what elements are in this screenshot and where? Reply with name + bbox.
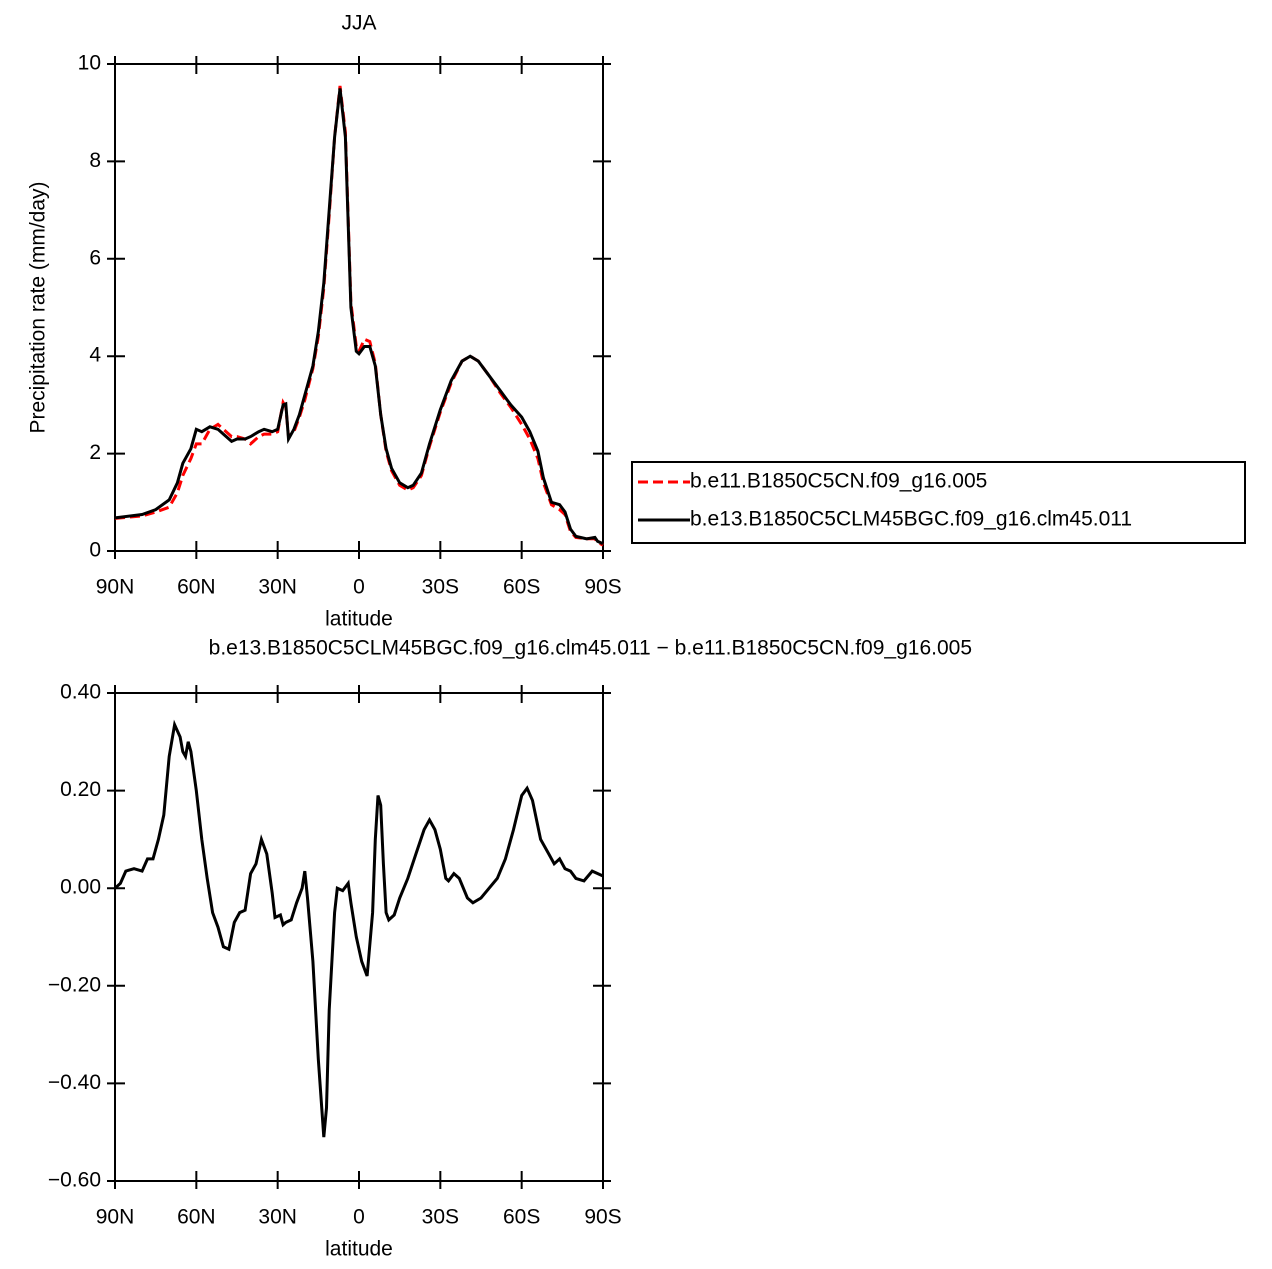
y-tick-label: 6 bbox=[89, 246, 101, 269]
y-tick-label: 0.40 bbox=[60, 681, 101, 704]
x-tick-label: 30N bbox=[258, 1206, 297, 1229]
y-tick-label: 4 bbox=[89, 344, 101, 367]
y-axis-label: Precipitation rate (mm/day) bbox=[27, 181, 50, 433]
data-line bbox=[114, 88, 604, 546]
plot-frame bbox=[114, 692, 604, 1182]
y-tick-label: 0 bbox=[89, 539, 101, 562]
x-tick-label: 0 bbox=[353, 576, 365, 599]
x-tick-label: 90S bbox=[584, 1206, 621, 1229]
x-tick-label: 60S bbox=[503, 576, 540, 599]
x-axis-label: latitude bbox=[325, 608, 393, 631]
data-line bbox=[114, 85, 604, 547]
y-tick-label: 10 bbox=[78, 52, 101, 75]
plot-frame bbox=[114, 63, 604, 552]
legend-box bbox=[631, 461, 1246, 544]
x-tick-label: 0 bbox=[353, 1206, 365, 1229]
legend-label: b.e11.B1850C5CN.f09_g16.005 bbox=[690, 470, 987, 493]
y-tick-label: −0.60 bbox=[48, 1169, 101, 1192]
y-tick-label: −0.40 bbox=[48, 1071, 101, 1094]
x-tick-label: 90N bbox=[96, 576, 135, 599]
x-tick-label: 60S bbox=[503, 1206, 540, 1229]
x-tick-label: 30N bbox=[258, 576, 297, 599]
x-tick-label: 90S bbox=[584, 576, 621, 599]
chart-title: b.e13.B1850C5CLM45BGC.f09_g16.clm45.011 … bbox=[209, 637, 972, 660]
y-tick-label: 0.20 bbox=[60, 778, 101, 801]
y-tick-label: −0.20 bbox=[48, 973, 101, 996]
y-tick-label: 2 bbox=[89, 441, 101, 464]
x-tick-label: 30S bbox=[422, 1206, 459, 1229]
x-tick-label: 60N bbox=[177, 576, 216, 599]
x-tick-label: 60N bbox=[177, 1206, 216, 1229]
chart-title: JJA bbox=[341, 12, 376, 35]
x-axis-label: latitude bbox=[325, 1238, 393, 1261]
y-tick-label: 8 bbox=[89, 149, 101, 172]
x-tick-label: 30S bbox=[422, 576, 459, 599]
data-line bbox=[113, 719, 604, 1138]
legend-label: b.e13.B1850C5CLM45BGC.f09_g16.clm45.011 bbox=[690, 508, 1132, 531]
y-tick-label: 0.00 bbox=[60, 876, 101, 899]
x-tick-label: 90N bbox=[96, 1206, 135, 1229]
